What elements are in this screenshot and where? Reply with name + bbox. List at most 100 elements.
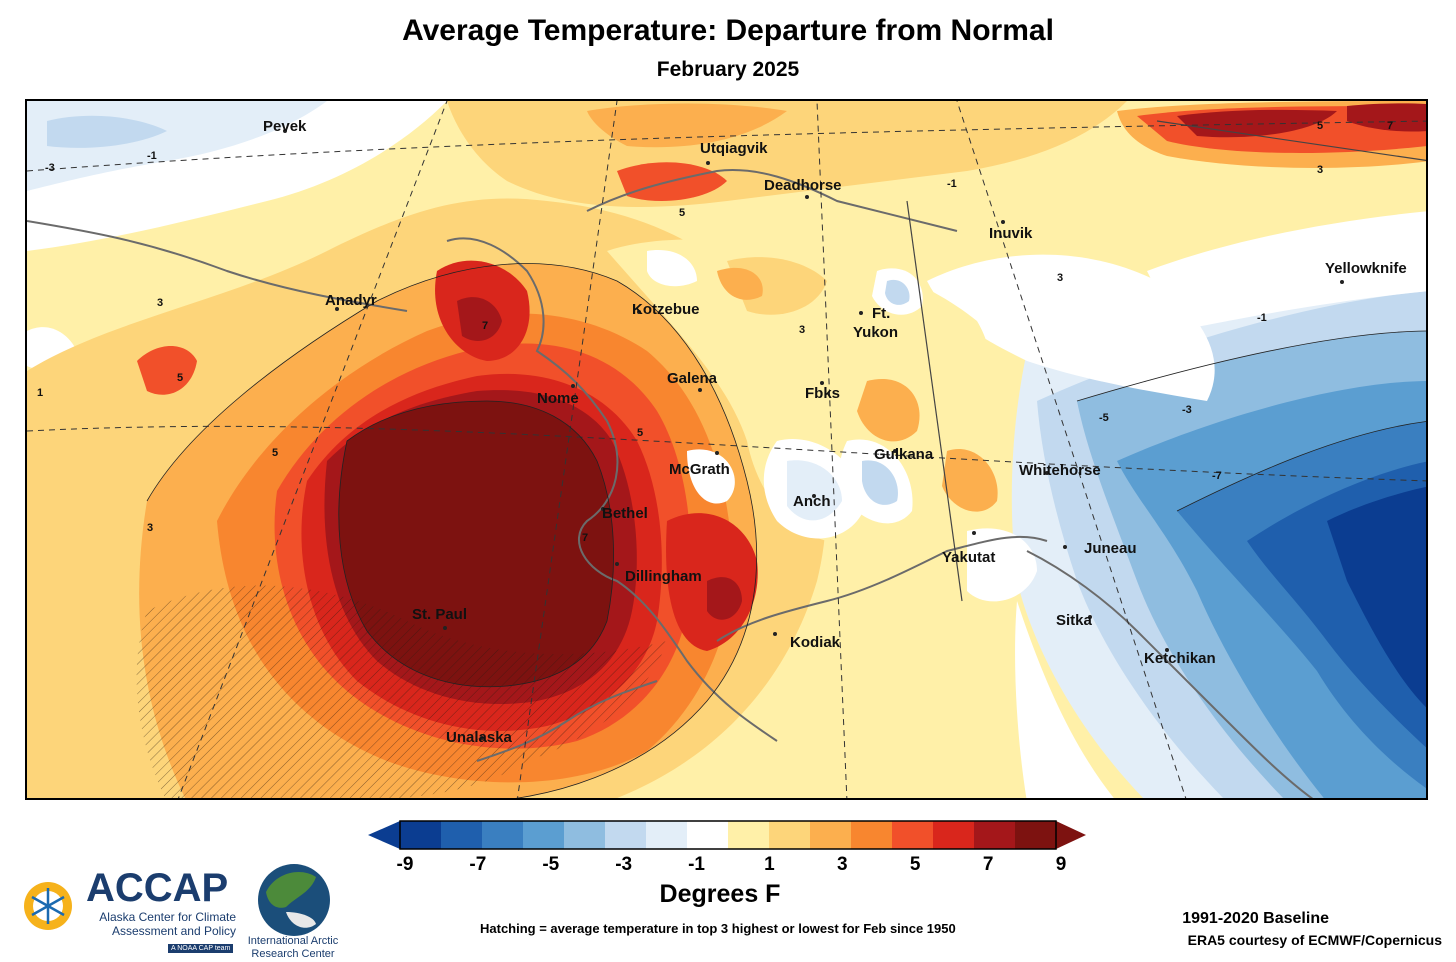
contour-label: 3 <box>799 324 805 336</box>
hatching-note: Hatching = average temperature in top 3 … <box>480 921 956 936</box>
contour-label: 7 <box>1387 120 1393 132</box>
colorbar-swatch <box>810 821 852 849</box>
contour-label: 3 <box>157 297 163 309</box>
contour-label: -3 <box>1182 404 1192 416</box>
city-label-mcgrath: McGrath <box>669 461 730 478</box>
iarc-name: International Arctic Research Center <box>243 935 343 961</box>
colorbar-swatch <box>482 821 524 849</box>
contour-label: -1 <box>147 150 157 162</box>
colorbar-tick-label: 3 <box>837 854 848 875</box>
city-label-ft: Ft. <box>872 305 890 322</box>
colorbar-tick-label: 1 <box>764 854 775 875</box>
accap-line-1: Alaska Center for Climate <box>99 910 236 924</box>
map-canvas: -3 -1 1 3 5 7 3 5 5 3 -1 3 -1 -5 -7 -3 5… <box>27 101 1426 798</box>
city-label-utqiagvik: Utqiagvik <box>700 140 768 157</box>
city-label-st-paul: St. Paul <box>412 606 467 623</box>
city-label-sitka: Sitka <box>1056 612 1093 629</box>
colorbar-tick-label: 9 <box>1055 854 1067 875</box>
contour-label: 5 <box>272 447 278 459</box>
accap-tag: A NOAA CAP team <box>168 944 234 953</box>
temperature-anomaly-map: -3 -1 1 3 5 7 3 5 5 3 -1 3 -1 -5 -7 -3 5… <box>25 99 1428 800</box>
contour-label: 5 <box>679 207 685 219</box>
city-label-yukon: Yukon <box>853 324 898 341</box>
snowflake-icon <box>31 888 65 924</box>
bering-warm-anomaly <box>27 198 827 798</box>
colorbar-swatch <box>933 821 975 849</box>
colorbar-swatch <box>892 821 934 849</box>
city-label-kodiak: Kodiak <box>790 634 841 651</box>
city-label-whitehorse: Whitehorse <box>1019 462 1101 479</box>
city-label-gulkana: Gulkana <box>874 446 934 463</box>
map-title: Average Temperature: Departure from Norm… <box>402 14 1054 47</box>
iarc-globe-logo <box>258 864 330 936</box>
contour-label: 7 <box>582 532 588 544</box>
colorbar-swatch <box>605 821 647 849</box>
city-label-nome: Nome <box>537 390 579 407</box>
map-subtitle: February 2025 <box>656 58 800 81</box>
color-bar <box>368 820 1086 850</box>
city-label-yakutat: Yakutat <box>942 549 995 566</box>
accap-full-name: Alaska Center for Climate Assessment and… <box>86 910 236 938</box>
colorbar-swatch <box>728 821 770 849</box>
colorbar-overflow-arrow <box>1056 821 1086 849</box>
contour-label: -7 <box>1212 470 1222 482</box>
contour-label: -1 <box>1257 312 1267 324</box>
accap-wordmark: ACCAP <box>86 866 229 910</box>
colorbar-tick-label: 7 <box>982 854 994 875</box>
contour-labels: -3 -1 1 3 5 7 3 5 5 3 -1 3 -1 -5 -7 -3 5… <box>37 120 1393 544</box>
interior-alaska-region <box>607 239 1037 602</box>
contour-label: 5 <box>177 372 183 384</box>
contour-label: -1 <box>947 178 957 190</box>
contour-lines <box>146 263 1426 798</box>
colorbar-swatch <box>400 821 442 849</box>
city-label-inuvik: Inuvik <box>989 225 1033 242</box>
city-label-deadhorse: Deadhorse <box>764 177 842 194</box>
colorbar-outline <box>399 820 1057 850</box>
legend-title: Degrees F <box>659 880 781 908</box>
colorbar-swatch <box>687 821 729 849</box>
city-label-dillingham: Dillingham <box>625 568 702 585</box>
accap-line-2: Assessment and Policy <box>111 924 236 938</box>
colorbar-tick-label: -5 <box>542 854 560 875</box>
data-credit: ERA5 courtesy of ECMWF/Copernicus <box>1187 932 1442 948</box>
colorbar-swatch <box>441 821 483 849</box>
contour-label: 3 <box>1317 164 1323 176</box>
contour-label: -5 <box>1099 412 1109 424</box>
iarc-line-2: Research Center <box>251 948 335 960</box>
colorbar-swatch <box>769 821 811 849</box>
borders <box>906 120 1426 602</box>
colorbar-swatch <box>646 821 688 849</box>
city-label-pevek: Pevek <box>263 118 307 135</box>
colorbar-swatch <box>523 821 565 849</box>
colorbar-tick-label: -7 <box>469 854 487 875</box>
city-label-juneau: Juneau <box>1084 540 1137 557</box>
contour-label: 7 <box>482 320 488 332</box>
coastlines <box>27 169 1314 798</box>
city-label-unalaska: Unalaska <box>446 729 513 746</box>
city-label-ketchikan: Ketchikan <box>1144 650 1216 667</box>
city-label-galena: Galena <box>667 370 718 387</box>
cold-anomaly-region <box>927 211 1426 798</box>
contour-label: 3 <box>1057 272 1063 284</box>
colorbar-swatch <box>564 821 606 849</box>
city-label-yellowknife: Yellowknife <box>1325 260 1407 277</box>
colorbar-tick-label: 5 <box>909 854 921 875</box>
colorbar-swatch <box>974 821 1016 849</box>
contour-label: 5 <box>1317 120 1323 132</box>
contour-label: 1 <box>37 387 43 399</box>
colorbar-underflow-arrow <box>368 821 400 849</box>
city-label-anadyr: Anadyr <box>325 292 377 309</box>
city-label-bethel: Bethel <box>602 505 648 522</box>
accap-logo <box>24 882 72 930</box>
colorbar-tick-label: -1 <box>688 854 705 875</box>
city-label-kotzebue: Kotzebue <box>632 301 700 318</box>
colorbar-swatch <box>851 821 893 849</box>
city-labels: Pevek Utqiagvik Deadhorse Inuvik Yellowk… <box>263 118 1407 746</box>
contour-label: -3 <box>45 162 55 174</box>
colorbar-tick-label: -9 <box>396 854 414 875</box>
iarc-line-1: International Arctic <box>247 935 339 947</box>
colorbar-swatch <box>1015 821 1057 849</box>
colorbar-tick-label: -3 <box>615 854 633 875</box>
contour-label: 5 <box>637 427 643 439</box>
city-label-anch: Anch <box>793 493 831 510</box>
